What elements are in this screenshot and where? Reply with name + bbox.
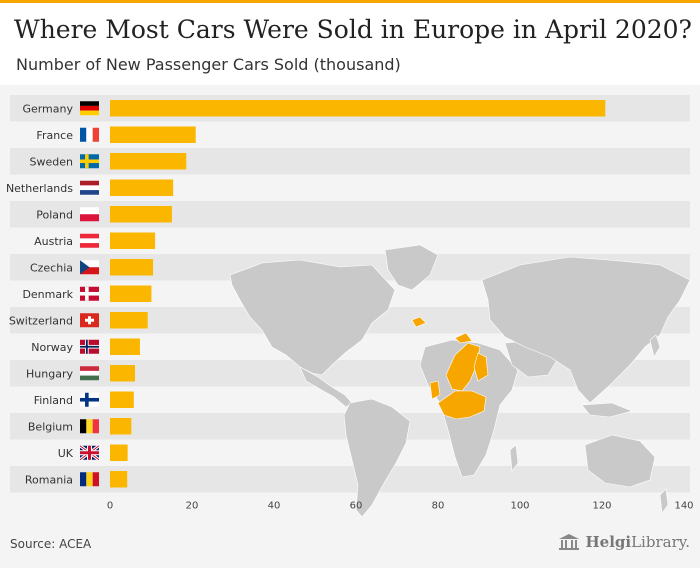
x-tick-label: 20 — [186, 501, 199, 512]
flag-germany-icon — [80, 101, 99, 116]
category-label: Hungary — [26, 367, 73, 380]
flag-sweden-icon — [80, 154, 99, 169]
category-label: UK — [58, 447, 74, 460]
bar-chart: Germany France Sweden Netherlands Poland Aust… — [6, 95, 694, 518]
chart-subtitle: Number of New Passenger Cars Sold (thous… — [16, 55, 401, 74]
x-tick-label: 80 — [432, 501, 445, 512]
brand-name-rest: Library. — [631, 533, 690, 551]
bar-switzerland — [110, 312, 148, 329]
x-tick-label: 60 — [350, 501, 363, 512]
flag-czechia-icon — [80, 260, 99, 275]
flag-norway-icon — [80, 339, 99, 354]
bar-uk — [110, 444, 128, 461]
x-tick-label: 140 — [674, 501, 693, 512]
bar-sweden — [110, 153, 187, 170]
bar-czechia — [110, 259, 154, 276]
flag-finland-icon — [80, 392, 99, 407]
bar-hungary — [110, 365, 136, 382]
europe-highlight — [411, 316, 489, 420]
bar-romania — [110, 471, 128, 488]
flag-switzerland-icon — [80, 313, 99, 328]
x-tick-label: 0 — [107, 501, 113, 512]
brand-name-bold: Helgi — [585, 533, 632, 551]
flag-belgium-icon — [80, 419, 99, 434]
x-tick-label: 120 — [592, 501, 611, 512]
category-label: Austria — [34, 235, 73, 248]
flag-france-icon — [80, 127, 99, 142]
category-label: Sweden — [30, 155, 73, 168]
category-label: Romania — [25, 473, 73, 486]
bar-germany — [110, 100, 606, 117]
flag-hungary-icon — [80, 366, 99, 381]
category-label: Czechia — [30, 261, 73, 274]
world-map-background — [229, 244, 691, 518]
bar-belgium — [110, 418, 132, 435]
flag-denmark-icon — [80, 286, 99, 301]
category-label: Norway — [31, 341, 73, 354]
bar-poland — [110, 206, 172, 223]
source-note: Source: ACEA — [10, 537, 92, 551]
category-label: Belgium — [28, 420, 73, 433]
category-label: Netherlands — [6, 182, 73, 195]
chart-title: Where Most Cars Were Sold in Europe in A… — [14, 15, 692, 44]
accent-bar — [0, 0, 700, 3]
bar-netherlands — [110, 179, 174, 196]
chart-header: Where Most Cars Were Sold in Europe in A… — [0, 3, 700, 85]
category-label: Denmark — [22, 288, 73, 301]
flag-uk-icon — [79, 444, 100, 461]
flag-austria-icon — [80, 233, 99, 248]
bar-norway — [110, 338, 140, 355]
bar-denmark — [110, 285, 152, 302]
flag-romania-icon — [80, 472, 99, 487]
flag-netherlands-icon — [80, 180, 99, 195]
bar-france — [110, 126, 196, 143]
category-label: Poland — [36, 208, 73, 221]
flag-poland-icon — [80, 207, 99, 222]
x-tick-label: 40 — [268, 501, 281, 512]
x-tick-label: 100 — [510, 501, 529, 512]
library-building-icon — [559, 534, 580, 550]
category-label: France — [36, 129, 73, 142]
category-label: Finland — [34, 394, 73, 407]
category-label: Germany — [22, 102, 73, 115]
category-label: Switzerland — [9, 314, 73, 327]
brand-logo: HelgiLibrary. — [558, 533, 690, 551]
bar-austria — [110, 232, 156, 249]
chart-footer: Source: ACEA HelgiLibrary. — [0, 525, 700, 568]
bar-finland — [110, 391, 134, 408]
